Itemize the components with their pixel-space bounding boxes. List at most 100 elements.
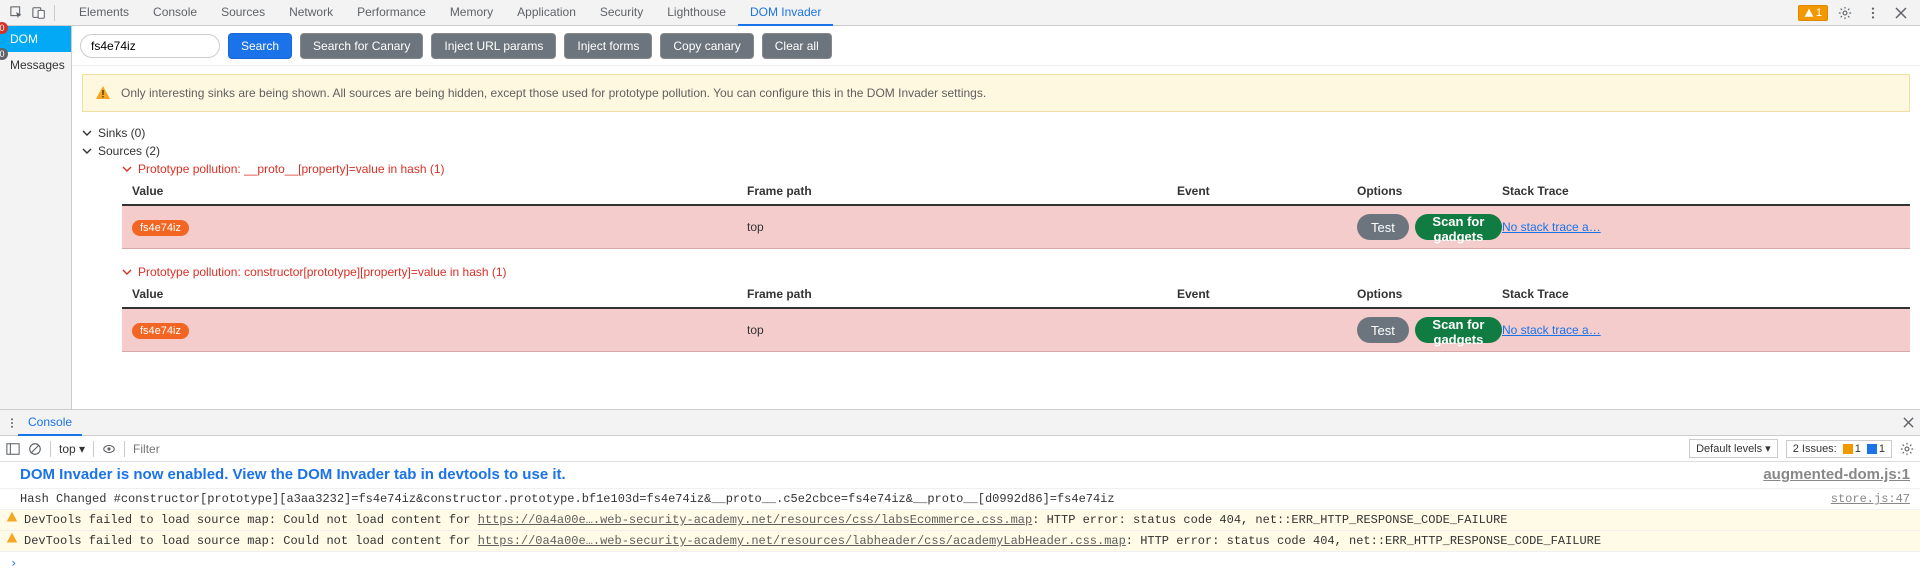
canary-input[interactable] (80, 34, 220, 58)
chevron-down-icon (122, 267, 132, 277)
dom-invader-sidebar: 0 DOM 0 Messages (0, 26, 72, 409)
sourcemap-url-link[interactable]: https://0a4a00e….web-security-academy.ne… (478, 513, 1033, 527)
results-table: Value Frame path Event Options Stack Tra… (122, 178, 1910, 249)
console-msg: DevTools failed to load source map: Coul… (24, 511, 1910, 529)
pp-group-label: Prototype pollution: constructor[prototy… (138, 265, 507, 279)
console-drawer: Console top ▾ Default levels ▾ (0, 409, 1920, 574)
sidebar-item-label: DOM (10, 32, 38, 46)
chevron-down-icon (82, 128, 92, 138)
chevron-down-icon (122, 164, 132, 174)
console-line: Hash Changed #constructor[prototype][a3a… (0, 489, 1920, 510)
pp-group-row[interactable]: Prototype pollution: __proto__[property]… (82, 160, 1910, 178)
pp-group-label: Prototype pollution: __proto__[property]… (138, 162, 445, 176)
console-prompt[interactable]: › (0, 552, 1920, 574)
col-stack: Stack Trace (1502, 287, 1900, 301)
action-bar: Search Search for Canary Inject URL para… (72, 26, 1920, 66)
table-header: Value Frame path Event Options Stack Tra… (122, 178, 1910, 206)
device-toggle-icon[interactable] (28, 2, 50, 24)
results-table: Value Frame path Event Options Stack Tra… (122, 281, 1910, 352)
issues-warn-count: 1 (1855, 443, 1861, 455)
sourcemap-url-link[interactable]: https://0a4a00e….web-security-academy.ne… (478, 534, 1126, 548)
context-selector[interactable]: top ▾ (59, 442, 85, 456)
tab-application[interactable]: Application (505, 0, 588, 26)
table-header: Value Frame path Event Options Stack Tra… (122, 281, 1910, 309)
stack-trace-link[interactable]: No stack trace a… (1502, 323, 1601, 337)
log-levels-select[interactable]: Default levels ▾ (1689, 439, 1778, 458)
sidebar-item-dom[interactable]: 0 DOM (0, 26, 71, 52)
console-line: DevTools failed to load source map: Coul… (0, 531, 1920, 552)
inject-forms-button[interactable]: Inject forms (564, 33, 652, 59)
search-canary-button[interactable]: Search for Canary (300, 33, 423, 59)
close-icon[interactable] (1890, 2, 1912, 24)
clear-all-button[interactable]: Clear all (762, 33, 832, 59)
tab-dom-invader[interactable]: DOM Invader (738, 0, 833, 26)
console-output: DOM Invader is now enabled. View the DOM… (0, 462, 1920, 574)
drawer-more-icon[interactable] (6, 417, 18, 429)
drawer-tab-console[interactable]: Console (18, 410, 82, 436)
console-line: DevTools failed to load source map: Coul… (0, 510, 1920, 531)
stack-trace-link[interactable]: No stack trace a… (1502, 220, 1601, 234)
issues-box[interactable]: 2 Issues: 1 1 (1786, 440, 1892, 458)
sidebar-item-label: Messages (10, 58, 65, 72)
pp-group-row[interactable]: Prototype pollution: constructor[prototy… (82, 263, 1910, 281)
live-expression-icon[interactable] (102, 442, 116, 456)
more-icon[interactable] (1862, 2, 1884, 24)
tab-security[interactable]: Security (588, 0, 655, 26)
warnings-badge[interactable]: 1 (1798, 5, 1828, 21)
console-settings-icon[interactable] (1900, 442, 1914, 456)
inspect-icon[interactable] (6, 2, 28, 24)
warnings-count: 1 (1816, 7, 1822, 19)
test-button[interactable]: Test (1357, 214, 1409, 240)
table-row: fs4e74iz top Test Scan for gadgets No st… (122, 309, 1910, 352)
issues-label: 2 Issues: (1793, 443, 1837, 455)
devtools-tabs: Elements Console Sources Network Perform… (67, 0, 833, 26)
table-row: fs4e74iz top Test Scan for gadgets No st… (122, 206, 1910, 249)
tab-console[interactable]: Console (141, 0, 209, 26)
col-event: Event (1177, 184, 1357, 198)
test-button[interactable]: Test (1357, 317, 1409, 343)
console-sidebar-icon[interactable] (6, 442, 20, 456)
scan-gadgets-button[interactable]: Scan for gadgets (1415, 214, 1502, 240)
sinks-label: Sinks (0) (98, 126, 145, 140)
copy-canary-button[interactable]: Copy canary (660, 33, 753, 59)
sidebar-item-messages[interactable]: 0 Messages (0, 52, 71, 78)
search-button[interactable]: Search (228, 33, 292, 59)
tab-lighthouse[interactable]: Lighthouse (655, 0, 738, 26)
col-options: Options (1357, 184, 1502, 198)
tab-elements[interactable]: Elements (67, 0, 141, 26)
col-value: Value (132, 184, 747, 198)
console-msg: Hash Changed #constructor[prototype][a3a… (20, 490, 1811, 508)
tab-network[interactable]: Network (277, 0, 345, 26)
sinks-row[interactable]: Sinks (0) (82, 124, 1910, 142)
col-frame: Frame path (747, 287, 1177, 301)
console-line: DOM Invader is now enabled. View the DOM… (0, 462, 1920, 489)
scan-gadgets-button[interactable]: Scan for gadgets (1415, 317, 1502, 343)
value-pill: fs4e74iz (132, 220, 189, 236)
tab-performance[interactable]: Performance (345, 0, 438, 26)
col-stack: Stack Trace (1502, 184, 1900, 198)
warning-icon (95, 85, 111, 101)
chevron-down-icon (82, 146, 92, 156)
warning-icon (6, 532, 18, 544)
console-src-link[interactable]: augmented-dom.js:1 (1743, 466, 1910, 484)
col-options: Options (1357, 287, 1502, 301)
clear-console-icon[interactable] (28, 442, 42, 456)
console-toolbar: top ▾ Default levels ▾ 2 Issues: 1 1 (0, 436, 1920, 462)
col-value: Value (132, 287, 747, 301)
drawer-close-icon[interactable] (1903, 417, 1914, 428)
tab-memory[interactable]: Memory (438, 0, 505, 26)
banner-text: Only interesting sinks are being shown. … (121, 86, 986, 100)
settings-icon[interactable] (1834, 2, 1856, 24)
messages-badge: 0 (0, 48, 8, 60)
col-event: Event (1177, 287, 1357, 301)
tab-sources[interactable]: Sources (209, 0, 277, 26)
console-msg: DOM Invader is now enabled. View the DOM… (20, 466, 1743, 484)
warning-icon (6, 511, 18, 523)
sources-label: Sources (2) (98, 144, 160, 158)
inject-url-button[interactable]: Inject URL params (431, 33, 556, 59)
results-tree: Sinks (0) Sources (2) Prototype pollutio… (72, 120, 1920, 376)
console-src-link[interactable]: store.js:47 (1811, 490, 1910, 508)
console-filter-input[interactable] (133, 439, 1681, 459)
sources-row[interactable]: Sources (2) (82, 142, 1910, 160)
issues-info-count: 1 (1879, 443, 1885, 455)
